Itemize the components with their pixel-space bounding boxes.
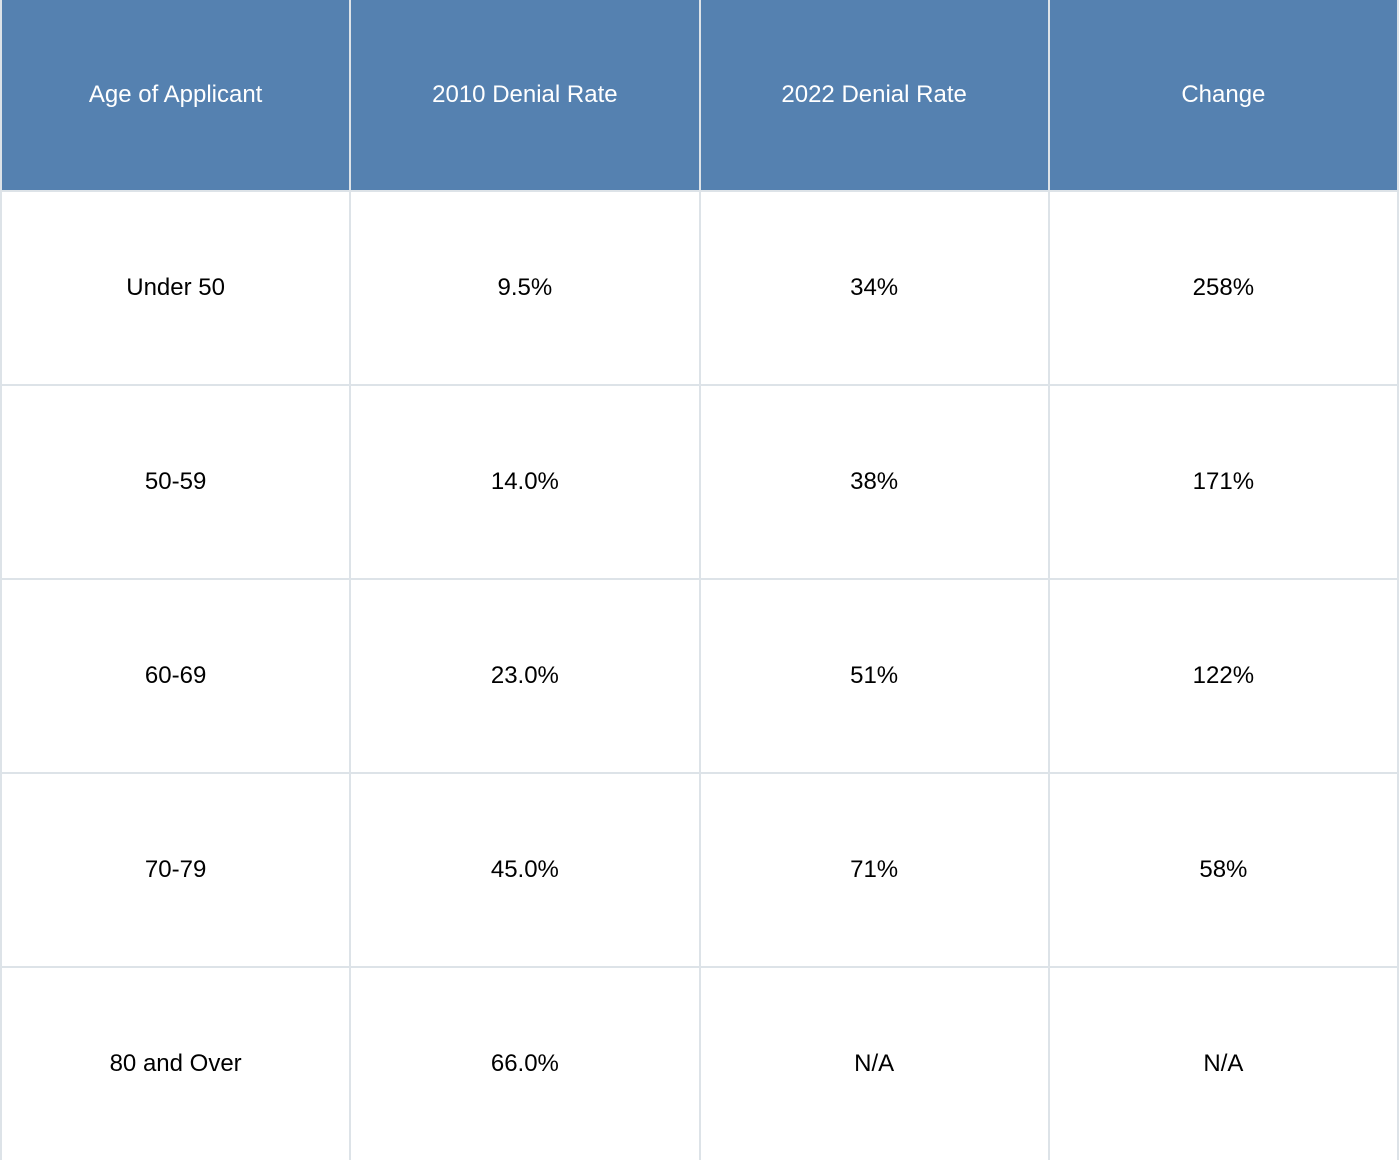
- table-cell: 38%: [698, 384, 1050, 580]
- table-cell: N/A: [1047, 966, 1400, 1160]
- table-cell: 60-69: [0, 578, 352, 774]
- table-cell: Under 50: [0, 190, 352, 386]
- table-row: 70-79 45.0% 71% 58%: [0, 772, 1400, 968]
- table-cell: 71%: [698, 772, 1050, 968]
- table-cell: 23.0%: [349, 578, 701, 774]
- table-cell: 34%: [698, 190, 1050, 386]
- table-row: 80 and Over 66.0% N/A N/A: [0, 966, 1400, 1160]
- header-row: Age of Applicant 2010 Denial Rate 2022 Den…: [0, 0, 1400, 192]
- header-cell: 2010 Denial Rate: [349, 0, 701, 192]
- table-cell: 50-59: [0, 384, 352, 580]
- table-cell: 66.0%: [349, 966, 701, 1160]
- table-cell: 58%: [1047, 772, 1400, 968]
- header-cell: 2022 Denial Rate: [698, 0, 1050, 192]
- table-body: Under 50 9.5% 34% 258% 50-59 14.0% 38% 171% 60-6…: [0, 190, 1400, 1160]
- table-cell: N/A: [698, 966, 1050, 1160]
- header-cell: Age of Applicant: [0, 0, 352, 192]
- table-cell: 14.0%: [349, 384, 701, 580]
- table-cell: 258%: [1047, 190, 1400, 386]
- table-cell: 80 and Over: [0, 966, 352, 1160]
- table-row: 60-69 23.0% 51% 122%: [0, 578, 1400, 774]
- table-cell: 51%: [698, 578, 1050, 774]
- table-cell: 45.0%: [349, 772, 701, 968]
- table-cell: 122%: [1047, 578, 1400, 774]
- header-cell: Change: [1047, 0, 1400, 192]
- table-cell: 9.5%: [349, 190, 701, 386]
- table-cell: 70-79: [0, 772, 352, 968]
- table-cell: 171%: [1047, 384, 1400, 580]
- table-row: Under 50 9.5% 34% 258%: [0, 190, 1400, 386]
- table-row: 50-59 14.0% 38% 171%: [0, 384, 1400, 580]
